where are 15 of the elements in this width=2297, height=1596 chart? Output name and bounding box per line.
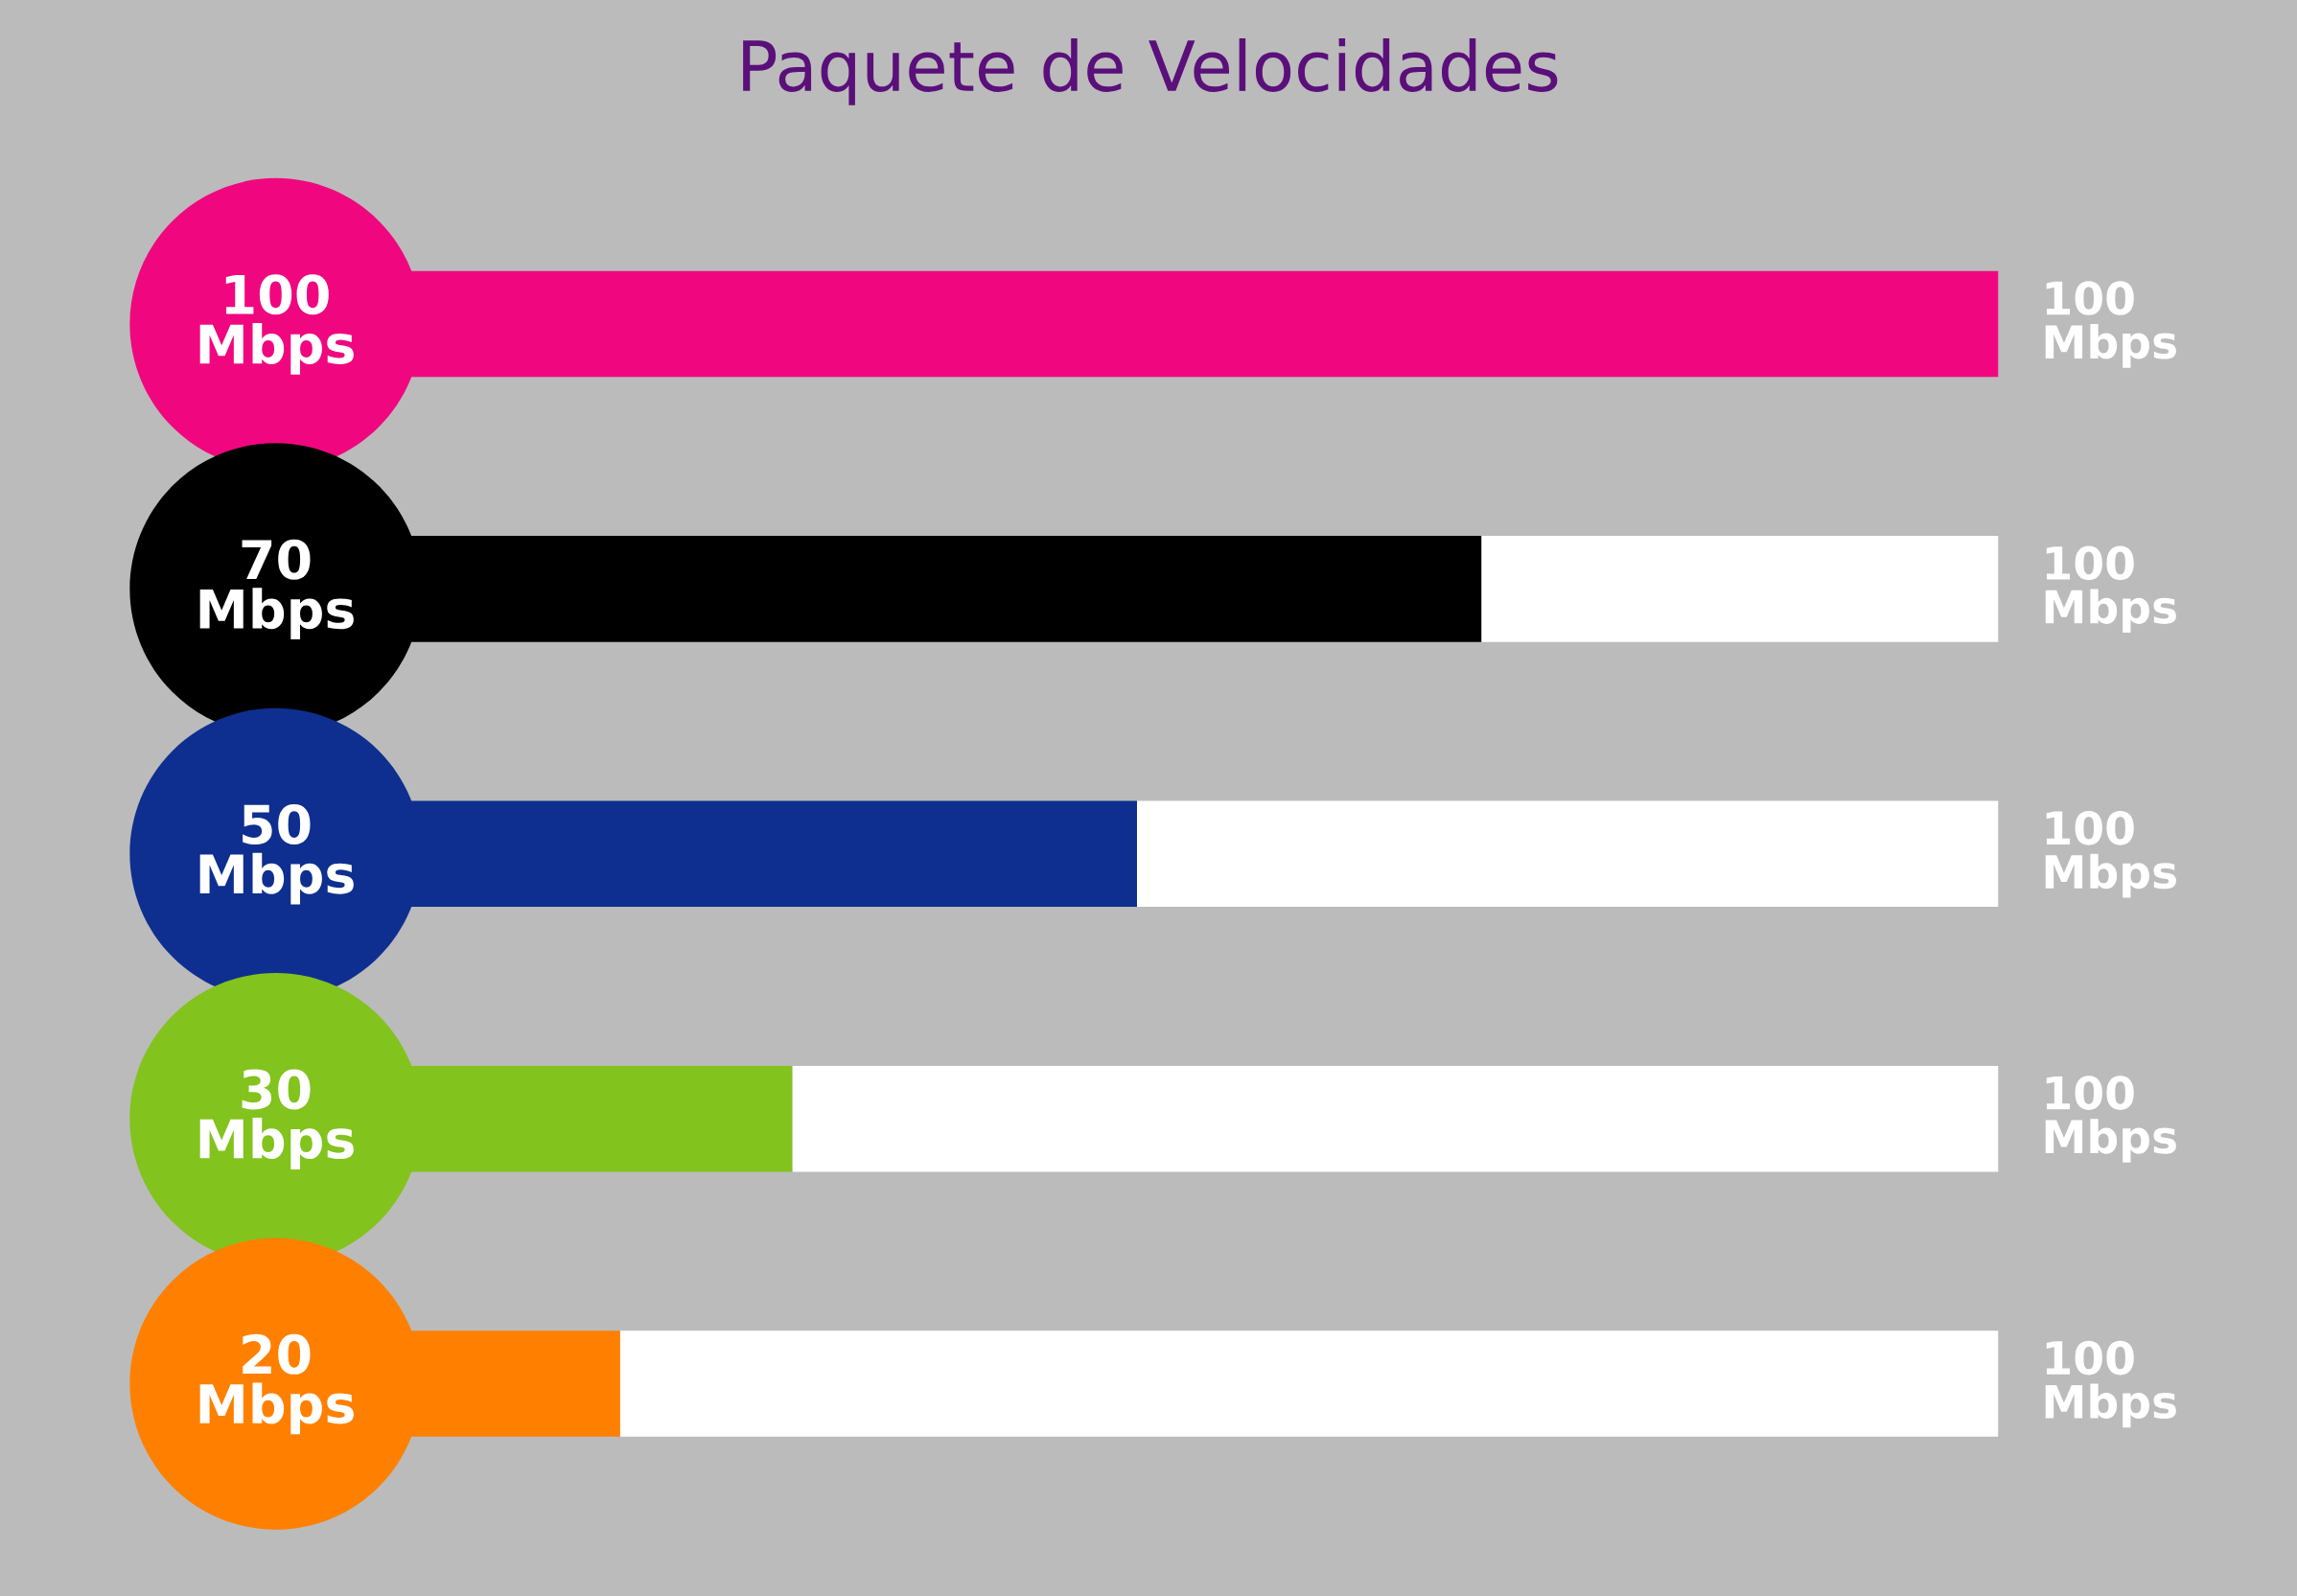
data-label: 30 Mbps [199,1069,354,1169]
data-label: 20 Mbps [199,1333,354,1435]
total-label: 100 Mbps [2045,1340,2176,1428]
total-label: 100 Mbps [2045,810,2176,898]
total-label: 100 Mbps [2045,545,2176,634]
total-label: 100 Mbps [2045,1076,2176,1163]
data-label: 50 Mbps [199,804,354,905]
data-label: 70 Mbps [199,539,354,640]
data-label: 100 Mbps [199,274,354,375]
chart-title: Paquete de Velocidades [743,37,1558,105]
bar [1137,800,1999,908]
bar [792,1065,1999,1172]
bar [1481,536,1999,642]
bar [619,1330,1999,1437]
total-label: 100 Mbps [2045,281,2176,368]
